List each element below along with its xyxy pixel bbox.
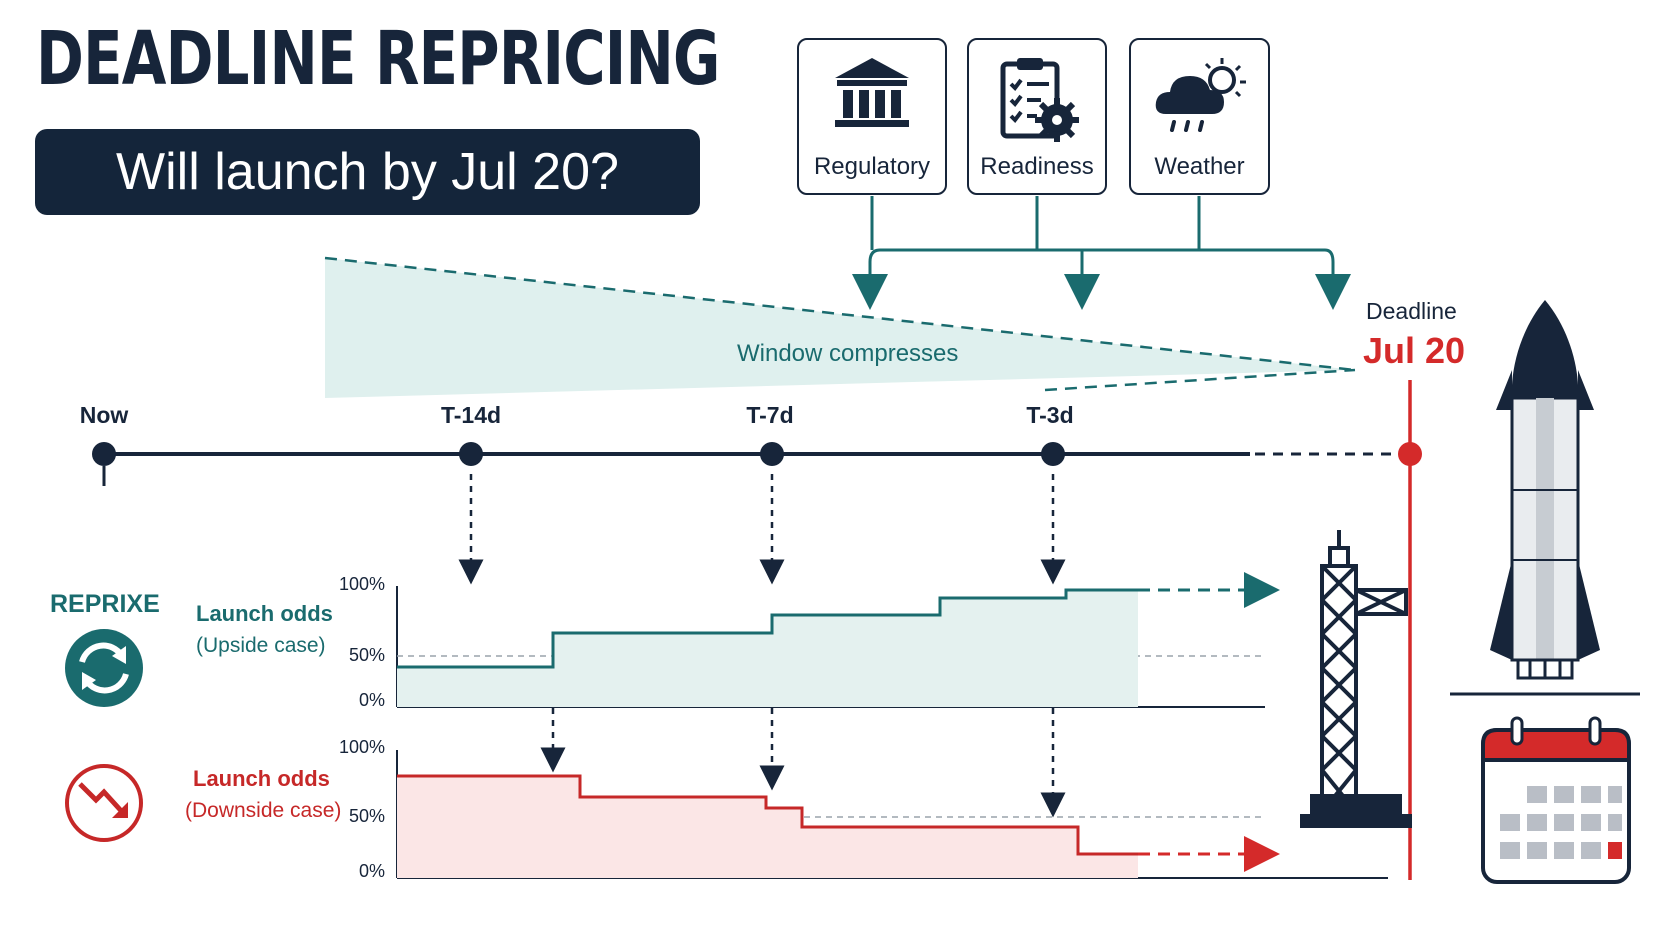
tick-t3: T-3d	[1026, 402, 1074, 428]
calendar-icon	[1481, 716, 1631, 884]
tick-t14: T-14d	[440, 402, 502, 428]
upside-axis-100: 100%	[338, 574, 385, 594]
window-label: Window compresses	[737, 340, 959, 367]
rain-cloud-sun-icon	[1155, 58, 1246, 132]
rocket-icon	[1450, 300, 1640, 696]
downside-title: Launch odds	[193, 766, 330, 791]
launch-pad-base	[1310, 794, 1402, 816]
factor-connectors	[852, 196, 1351, 310]
brand-logo-text: REPRIXE	[50, 590, 160, 618]
factor-label: Regulatory	[813, 153, 931, 180]
downside-axis-50: 50%	[348, 806, 385, 826]
question-banner: Will launch by Jul 20?	[35, 129, 700, 215]
downside-axis-0: 0%	[358, 861, 385, 881]
government-building-icon	[835, 58, 909, 127]
trend-down-icon	[65, 764, 143, 842]
node-t3	[1041, 442, 1065, 466]
upside-line	[397, 588, 1138, 669]
factor-label: Weather	[1154, 153, 1245, 180]
tick-now: Now	[79, 402, 129, 428]
deadline-date: Jul 20	[1363, 330, 1466, 371]
downside-line	[397, 774, 1138, 856]
node-t7	[760, 442, 784, 466]
node-t14	[459, 442, 483, 466]
deadline-label: Deadline	[1366, 298, 1457, 324]
upside-chart	[396, 572, 1280, 708]
wedge-edge-top	[324, 256, 1356, 372]
launch-tower-icon	[1320, 530, 1408, 814]
chart-drop-arrows	[540, 708, 1066, 818]
downside-axis-100: 100%	[338, 737, 385, 757]
tick-t7: T-7d	[746, 402, 794, 428]
compression-wedge	[325, 258, 1355, 398]
upside-title: Launch odds	[196, 601, 333, 626]
factor-weather: Weather	[1129, 38, 1270, 195]
sync-icon	[65, 629, 143, 707]
wedge-edge-bottom	[1044, 368, 1356, 392]
upside-subtitle: (Upside case)	[196, 634, 326, 657]
downside-subtitle: (Downside case)	[185, 799, 342, 822]
factor-regulatory: Regulatory	[797, 38, 947, 195]
timeline-drop-arrows	[458, 474, 1066, 585]
page-title: DEADLINE REPRICING	[36, 16, 720, 102]
factor-label: Readiness	[980, 153, 1094, 180]
launch-pad-ground	[1300, 814, 1412, 828]
downside-area	[397, 776, 1138, 878]
downside-chart	[396, 750, 1388, 879]
upside-axis-50: 50%	[348, 645, 385, 665]
upside-area	[397, 590, 1138, 707]
timeline-nodes	[92, 442, 1065, 466]
clipboard-gear-icon	[1000, 58, 1079, 142]
node-now	[92, 442, 116, 466]
upside-axis-0: 0%	[358, 690, 385, 710]
factor-readiness: Readiness	[967, 38, 1107, 195]
